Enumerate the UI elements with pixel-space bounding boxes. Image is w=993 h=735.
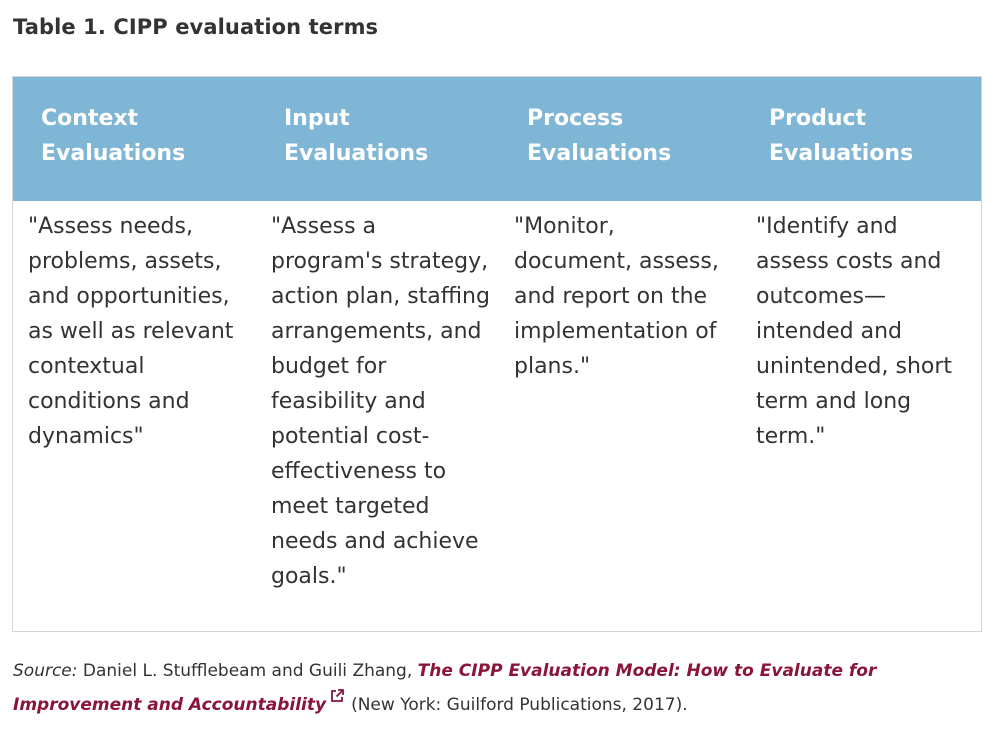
table-header-row: Context Evaluations Input Evaluations Pr… (13, 77, 981, 201)
cell-context: "Assess needs, problems, assets, and opp… (28, 214, 234, 449)
source-authors: Daniel L. Stufflebeam and Guili Zhang, (77, 661, 418, 681)
header-label-line1: Input (284, 106, 350, 131)
header-label-line2: Evaluations (41, 141, 186, 166)
header-label-line2: Evaluations (284, 141, 429, 166)
cell-product: "Identify and assess costs and outcomes—… (756, 214, 953, 449)
header-product: Product Evaluations (741, 77, 981, 201)
source-citation: Source: Daniel L. Stufflebeam and Guili … (13, 657, 983, 719)
header-label-line2: Evaluations (769, 141, 914, 166)
header-context: Context Evaluations (13, 77, 256, 201)
source-publication: (New York: Guilford Publications, 2017). (351, 695, 688, 715)
header-label-line1: Product (769, 106, 867, 131)
cipp-table: Context Evaluations Input Evaluations Pr… (12, 76, 982, 632)
header-input: Input Evaluations (256, 77, 499, 201)
table-title: Table 1. CIPP evaluation terms (13, 15, 379, 39)
table-row: "Assess needs, problems, assets, and opp… (13, 201, 981, 594)
book-title-link[interactable]: The CIPP Evaluation Model: How to Evalua… (13, 661, 877, 715)
external-link-icon[interactable] (329, 685, 345, 702)
header-label-line2: Evaluations (527, 141, 672, 166)
cell-input: "Assess a program's strategy, action pla… (271, 214, 490, 589)
header-label-line1: Context (41, 106, 139, 131)
cell-process: "Monitor, document, assess, and report o… (514, 214, 719, 379)
header-process: Process Evaluations (499, 77, 741, 201)
header-label-line1: Process (527, 106, 624, 131)
cipp-table-grid: Context Evaluations Input Evaluations Pr… (13, 77, 981, 594)
source-label: Source: (13, 661, 78, 681)
